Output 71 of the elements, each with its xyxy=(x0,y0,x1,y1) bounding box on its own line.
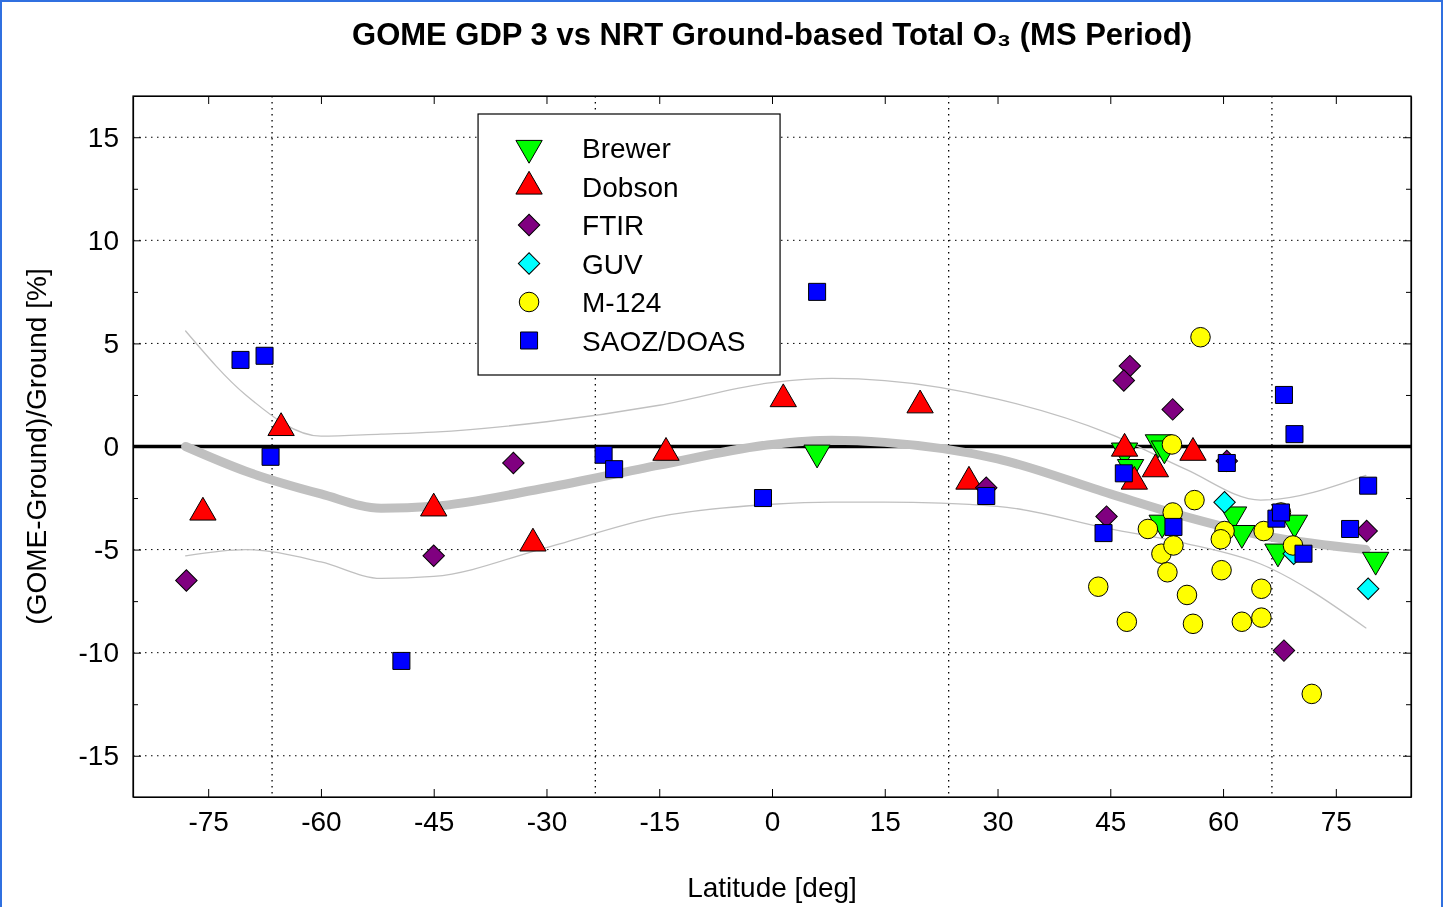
point xyxy=(1285,425,1304,444)
point xyxy=(255,346,274,365)
point xyxy=(1359,476,1378,495)
point xyxy=(1182,613,1204,635)
point xyxy=(1274,385,1293,404)
y-tick-label: 10 xyxy=(87,224,119,256)
point xyxy=(1356,577,1380,600)
point xyxy=(1176,584,1198,606)
x-tick-label: -60 xyxy=(301,805,342,837)
legend-label: M-124 xyxy=(582,287,662,318)
point xyxy=(1231,611,1253,632)
point xyxy=(261,447,280,466)
point xyxy=(1210,529,1232,550)
point xyxy=(1118,354,1142,378)
y-tick-label: -10 xyxy=(78,637,119,669)
legend-label: Dobson xyxy=(582,171,679,203)
point xyxy=(1161,434,1183,455)
point xyxy=(1094,524,1113,543)
point xyxy=(977,486,996,505)
x-tick-label: 45 xyxy=(1095,805,1127,837)
x-tick-label: -30 xyxy=(526,805,568,837)
point xyxy=(392,651,411,670)
x-tick-label: 0 xyxy=(764,805,781,837)
point xyxy=(605,460,624,479)
point xyxy=(1184,489,1205,511)
point xyxy=(1217,453,1236,473)
x-tick-label: -75 xyxy=(188,805,229,837)
legend-label: SAOZ/DOAS xyxy=(582,325,746,357)
y-axis-title: (GOME-Ground)/Ground [%] xyxy=(21,268,52,625)
point xyxy=(1112,369,1136,392)
point xyxy=(1163,535,1184,556)
point xyxy=(1116,611,1138,632)
x-tick-label: 30 xyxy=(982,805,1014,837)
point xyxy=(1137,518,1159,540)
point xyxy=(1341,519,1360,538)
y-tick-label: 0 xyxy=(103,430,119,462)
point xyxy=(1213,490,1236,514)
point xyxy=(422,544,445,567)
point xyxy=(1157,562,1178,583)
y-tick-label: -5 xyxy=(94,534,119,566)
x-tick-label: 75 xyxy=(1320,805,1352,837)
x-tick-label: 60 xyxy=(1207,805,1240,837)
point xyxy=(1190,326,1211,348)
point xyxy=(753,489,772,508)
y-tick-label: -15 xyxy=(78,740,119,772)
y-tick-label: 5 xyxy=(103,327,119,359)
point xyxy=(1301,683,1323,705)
point xyxy=(594,445,613,464)
point xyxy=(1294,544,1313,563)
point xyxy=(231,350,250,369)
legend-label: GUV xyxy=(582,248,644,280)
point xyxy=(1114,464,1133,483)
y-tick-label: 15 xyxy=(87,121,119,153)
point xyxy=(1087,576,1109,597)
x-tick-label: 15 xyxy=(869,805,901,837)
point xyxy=(1161,398,1184,421)
point xyxy=(1251,578,1272,600)
legend-label: Brewer xyxy=(582,133,671,164)
point xyxy=(1164,517,1183,536)
point xyxy=(1272,639,1296,662)
legend-label: FTIR xyxy=(582,210,645,241)
point xyxy=(1251,607,1272,628)
point xyxy=(1253,520,1274,542)
point xyxy=(1211,559,1232,581)
x-tick-label: -45 xyxy=(413,805,455,837)
point xyxy=(502,451,525,475)
point xyxy=(808,282,827,301)
chart-title: GOME GDP 3 vs NRT Ground-based Total O₃ (MS Period) xyxy=(352,17,1192,52)
x-axis-title: Latitude [deg] xyxy=(687,872,857,903)
x-tick-label: -15 xyxy=(639,805,680,837)
point xyxy=(175,569,198,592)
